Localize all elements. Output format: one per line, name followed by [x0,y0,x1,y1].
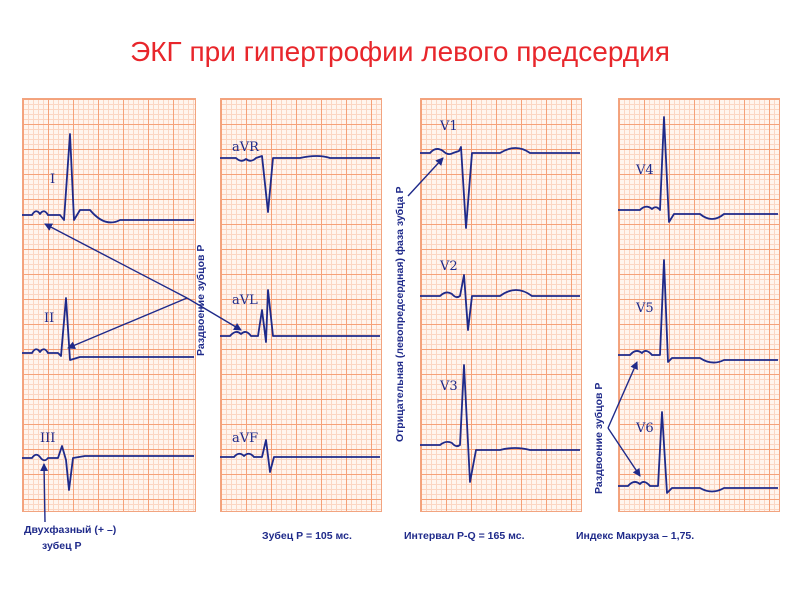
lead-label-I: I [50,172,55,187]
vertical-label-splitting-p-1: Раздвоение зубцов Р [195,245,207,356]
ecg-trace-V4 [618,116,778,223]
arrow-splitting-to-aVL [186,297,242,331]
lead-label-aVF: aVF [232,431,258,446]
arrow-splitting-to-V6 [607,427,641,477]
arrow-biphasic-to-III [40,463,49,523]
ecg-trace-V1 [420,146,580,229]
ecg-panel-limb-2 [220,98,382,512]
lead-label-III: III [40,431,55,446]
lead-label-V1: V1 [439,119,458,134]
ecg-trace-I [22,133,194,224]
lead-label-II: II [44,311,54,326]
ecg-trace-aVR [220,155,380,213]
page-title: ЭКГ при гипертрофии левого предсердия [130,36,670,67]
lead-label-V5: V5 [635,301,654,316]
ecg-trace-aVF [220,439,380,473]
lead-label-V4: V4 [635,163,654,178]
lead-label-aVR: aVR [232,140,260,155]
ecg-trace-II [22,297,194,361]
caption-p-wave: Зубец Р = 105 мс. [262,530,352,542]
ecg-panel-limb-1 [22,98,196,512]
arrow-splitting-to-V5 [607,361,638,429]
ecg-trace-III [22,445,194,491]
ecg-trace-V3 [420,364,580,483]
caption-biphasic-line1: Двухфазный (+ –) [24,524,117,536]
caption-macruz-index: Индекс Макруза – 1,75. [576,530,695,542]
ecg-trace-aVL [220,289,380,343]
caption-pq-interval: Интервал P-Q = 165 мс. [404,530,525,542]
arrow-splitting-to-I [44,223,188,299]
lead-label-V3: V3 [439,379,458,394]
caption-biphasic-line2: зубец Р [42,540,82,552]
ecg-trace-V5 [618,259,778,364]
vertical-label-negative-phase: Отрицательная (левопредсердная) фаза зуб… [394,187,406,443]
lead-label-V2: V2 [439,259,458,274]
arrow-splitting-to-II [67,297,188,349]
vertical-label-splitting-p-2: Раздвоение зубцов Р [593,383,605,494]
lead-label-aVL: aVL [232,293,258,308]
arrow-negative-to-V1 [407,157,444,197]
ecg-trace-V6 [618,411,778,494]
ecg-trace-V2 [420,274,580,331]
ecg-panel-chest-2 [618,98,780,512]
lead-label-V6: V6 [635,421,654,436]
